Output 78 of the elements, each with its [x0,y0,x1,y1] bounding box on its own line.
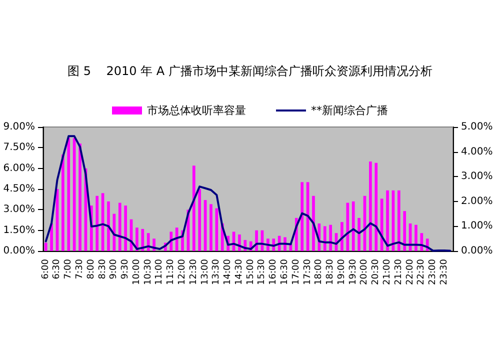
bar [386,190,389,251]
x-tick-label: 21:30 [394,258,404,285]
bar [124,206,127,251]
y2-tick-label: 3.00% [461,171,493,182]
x-tick-label: 10:00 [132,258,142,285]
bar [346,202,350,251]
bar [312,196,315,251]
bar [67,138,70,251]
x-tick-label: 16:30 [280,258,290,285]
y-tick-label: 1.50% [3,224,35,236]
x-tick-label: 10:30 [143,258,154,285]
bar [255,230,258,251]
x-tick-label: 11:30 [166,258,176,285]
y-tick-label: 4.50% [3,184,35,194]
x-tick-label: 22:30 [416,258,427,285]
x-tick-label: 9:30 [120,258,131,280]
x-tick-label: 14:30 [234,258,244,285]
x-tick-label: 8:00 [86,258,96,280]
y-tick-label: 0.00% [3,246,35,256]
bar [358,218,360,251]
x-tick-label: 20:30 [371,258,382,285]
x-tick-label: 6:30 [52,258,62,280]
x-tick-label: 16:00 [268,258,279,285]
x-tick-label: 18:30 [326,258,336,285]
chart-title: 图 5 2010 年 A 广播市场中某新闻综合广播听众资源利用情况分析 [68,64,432,78]
bar [323,226,326,251]
x-tick-label: 13:00 [200,258,210,285]
x-tick-label: 15:30 [257,258,268,285]
y-tick-label: 6.00% [3,162,35,174]
x-tick-label: 14:00 [223,258,234,285]
y-tick-label: 7.50% [3,142,35,154]
bar [192,166,196,251]
x-tick-label: 13:30 [212,258,222,285]
bar [414,224,418,251]
y-tick-label: 3.00% [3,204,35,216]
y2-tick-label: 2.00% [461,196,493,207]
x-tick-label: 23:00 [428,258,438,285]
x-tick-label: 12:00 [178,258,188,285]
bar [369,161,372,251]
x-tick-label: 11:00 [154,258,165,285]
bar [44,242,48,251]
y2-tick-label: 0.00% [461,246,493,256]
bar [198,189,202,251]
bar [118,202,122,251]
x-tick-label: 21:00 [382,258,393,285]
x-tick-label: 9:00 [109,258,120,280]
bar [141,228,144,251]
bar [374,162,378,251]
x-tick-label: 19:00 [336,258,347,285]
y2-tick-label: 1.00% [461,220,493,232]
x-tick-label: 6:00 [40,258,51,280]
y2-tick-label: 5.00% [461,122,493,132]
x-tick-label: 23:30 [439,258,450,285]
x-tick-label: 15:00 [246,258,256,285]
x-tick-label: 20:00 [360,258,370,285]
bar [352,201,355,251]
x-tick-label: 18:00 [314,258,324,285]
x-tick-label: 19:30 [348,258,358,285]
legend-label: **新闻综合广播 [311,104,388,117]
x-tick-label: 7:30 [75,258,86,280]
bar [403,211,406,251]
bar [210,204,212,251]
bar [397,190,400,251]
y2-tick-label: 4.00% [461,146,493,158]
bar [96,196,99,251]
bar [62,154,64,251]
y-tick-label: 9.00% [3,122,35,132]
bar [340,222,344,251]
bar [107,201,110,251]
bar [300,182,304,251]
legend-label: 市场总体收听率容量 [147,104,246,117]
x-tick-label: 8:30 [98,258,108,280]
bar [78,144,82,251]
x-tick-label: 17:30 [302,258,313,285]
x-tick-label: 7:00 [64,258,74,280]
x-tick-label: 12:30 [188,258,199,285]
x-tick-label: 17:00 [291,258,302,285]
x-tick-label: 22:00 [405,258,416,285]
